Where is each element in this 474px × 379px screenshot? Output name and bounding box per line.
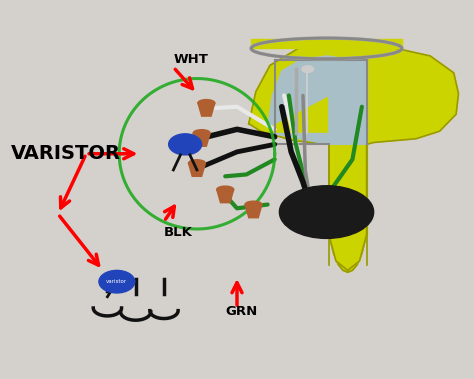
Polygon shape [198,103,215,116]
Text: GRN: GRN [225,305,257,318]
Polygon shape [217,190,234,203]
Ellipse shape [169,134,201,155]
Polygon shape [251,39,402,49]
Ellipse shape [302,66,314,72]
Ellipse shape [99,270,135,293]
Ellipse shape [189,160,205,166]
Ellipse shape [193,130,210,136]
Ellipse shape [279,186,374,238]
Ellipse shape [245,201,262,208]
Text: BLK: BLK [164,226,193,239]
Ellipse shape [198,100,215,106]
Ellipse shape [292,204,328,224]
Polygon shape [273,60,366,144]
Ellipse shape [217,186,234,193]
Polygon shape [268,56,366,144]
Text: WHT: WHT [173,53,208,66]
Text: varistor: varistor [106,279,128,284]
Polygon shape [329,144,366,235]
Polygon shape [193,133,210,146]
Polygon shape [245,205,262,218]
Polygon shape [329,235,366,270]
Text: VARISTOR: VARISTOR [11,144,121,163]
Polygon shape [249,41,458,272]
Polygon shape [189,163,205,176]
